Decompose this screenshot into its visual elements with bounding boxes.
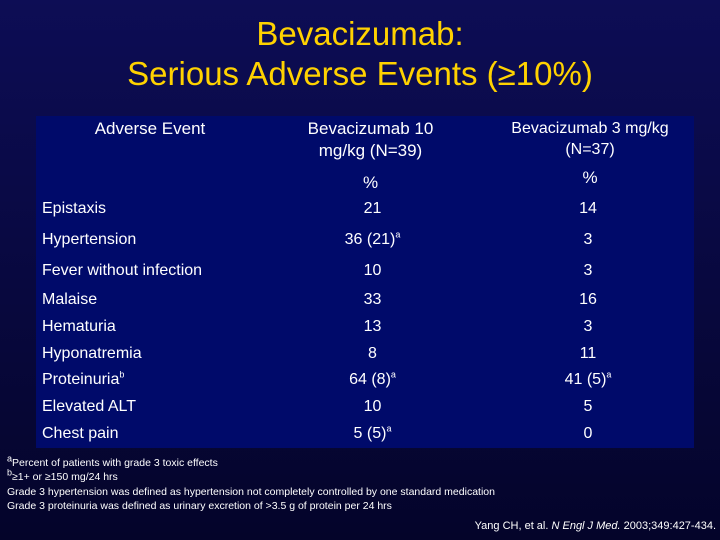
row-event-label: Hypertension [42,231,136,249]
table-header-area [36,116,694,198]
row-event-label: Proteinuriab [42,369,125,389]
header-col2-line2: (N=37) [565,141,615,158]
row-event-text: Malaise [42,291,98,308]
row-event-text: Elevated ALT [42,398,136,415]
row-value-10mg: 10 [280,262,465,280]
row-value-3mg-text: 3 [583,318,593,335]
citation-authors: Yang CH, et al. [474,520,552,532]
row-value-10mg: 21 [280,200,465,218]
table-body-area [36,198,694,448]
title-line-1: Bevacizumab: [256,15,464,52]
row-value-10mg: 13 [280,318,465,336]
title-line-2: Serious Adverse Events (≥10%) [127,55,593,92]
row-event-text: Epistaxis [42,200,107,217]
header-col1-line1: Bevacizumab 10 [307,119,434,138]
row-value-10mg-text: 8 [368,345,377,362]
row-event-text: Fever without infection [42,262,203,279]
row-event-label: Fever without infection [42,262,202,280]
row-value-3mg: 14 [498,200,678,218]
row-value-3mg-text: 16 [579,291,597,308]
header-col1-line2: mg/kg (N=39) [318,141,423,160]
row-value-10mg-text: 21 [363,200,382,217]
row-value-10mg-text: 36 (21) [344,231,396,248]
citation: Yang CH, et al. N Engl J Med. 2003;349:4… [475,520,716,532]
citation-details: 2003;349:427-434. [620,520,716,532]
row-value-3mg-text: 14 [579,200,597,217]
row-value-3mg-text: 11 [579,345,597,362]
header-adverse-event: Adverse Event [94,119,206,138]
row-value-3mg: 41 (5)a [498,369,678,389]
row-value-3mg: 11 [498,345,678,363]
row-value-10mg: 5 (5)a [280,423,465,443]
row-event-text: Proteinuria [42,371,120,388]
row-event-text: Hyponatremia [42,345,142,362]
row-event-text: Hypertension [42,231,137,248]
row-value-10mg: 33 [280,291,465,309]
row-value-3mg-text: 3 [583,231,593,248]
header-col1-unit: % [362,173,379,192]
row-value-3mg: 3 [498,262,678,280]
row-value-10mg-text: 5 (5) [353,425,387,442]
row-event-footnote-mark: b [119,369,125,380]
row-value-3mg: 3 [498,231,678,249]
row-event-label: Epistaxis [42,200,106,218]
row-value-10mg-text: 10 [363,398,382,415]
footnote-a-text: Percent of patients with grade 3 toxic e… [12,457,218,469]
table-row: Epistaxis 21 14 [42,200,692,224]
footnote-a-mark: a [7,453,13,464]
citation-journal: N Engl J Med. [551,520,621,532]
header-col2-line1: Bevacizumab 3 mg/kg [511,120,669,137]
row-event-text: Chest pain [42,425,119,442]
row-value-3mg-text: 0 [583,425,593,442]
footnote-hypertension: Grade 3 hypertension was defined as hype… [7,486,495,498]
footnote-b-mark: b [7,467,13,478]
row-value-3mg: 3 [498,318,678,336]
row-value-10mg-text: 33 [363,291,382,308]
row-value-10mg-text: 10 [363,262,382,279]
row-value-10mg: 64 (8)a [280,369,465,389]
row-event-label: Chest pain [42,425,119,443]
row-value-10mg-text: 13 [363,318,382,335]
footnote-b-text: ≥1+ or ≥150 mg/24 hrs [12,471,118,483]
header-col1: Bevacizumab 10 mg/kg (N=39) [278,118,463,162]
row-value-3mg-text: 5 [583,398,593,415]
row-value-10mg: 8 [280,345,465,363]
row-value-3mg-text: 41 (5) [564,371,607,388]
row-value-3mg: 16 [498,291,678,309]
row-event-label: Hematuria [42,318,116,336]
row-value-10mg: 36 (21)a [280,229,465,249]
row-event-text: Hematuria [42,318,116,335]
table-row: Hyponatremia 8 11 [42,345,692,369]
row-event-label: Elevated ALT [42,398,136,416]
table-row: Hematuria 13 3 [42,318,692,342]
row-value-3mg: 0 [498,425,678,443]
row-value-10mg-footnote-mark: a [395,229,401,240]
table-row: Hypertension 36 (21)a 3 [42,229,692,255]
footnote-a: aPercent of patients with grade 3 toxic … [7,453,218,470]
table-row: Proteinuriab 64 (8)a 41 (5)a [42,369,692,395]
row-value-10mg-footnote-mark: a [390,369,396,380]
footnote-b: b≥1+ or ≥150 mg/24 hrs [7,467,118,484]
row-value-3mg: 5 [498,398,678,416]
table-row: Chest pain 5 (5)a 0 [42,423,692,449]
table-row: Elevated ALT 10 5 [42,398,692,422]
header-col2-unit: % [582,168,598,187]
row-event-label: Hyponatremia [42,345,142,363]
row-value-3mg-text: 3 [583,262,593,279]
row-value-10mg-footnote-mark: a [386,423,392,434]
table-row: Fever without infection 10 3 [42,262,692,286]
row-value-10mg: 10 [280,398,465,416]
footnote-proteinuria: Grade 3 proteinuria was defined as urina… [7,500,392,512]
row-event-label: Malaise [42,291,97,309]
row-value-3mg-footnote-mark: a [606,369,612,380]
table-row: Malaise 33 16 [42,291,692,315]
header-col2: Bevacizumab 3 mg/kg (N=37) [492,118,688,160]
row-value-10mg-text: 64 (8) [349,371,391,388]
slide-title: Bevacizumab: Serious Adverse Events (≥10… [0,14,720,94]
